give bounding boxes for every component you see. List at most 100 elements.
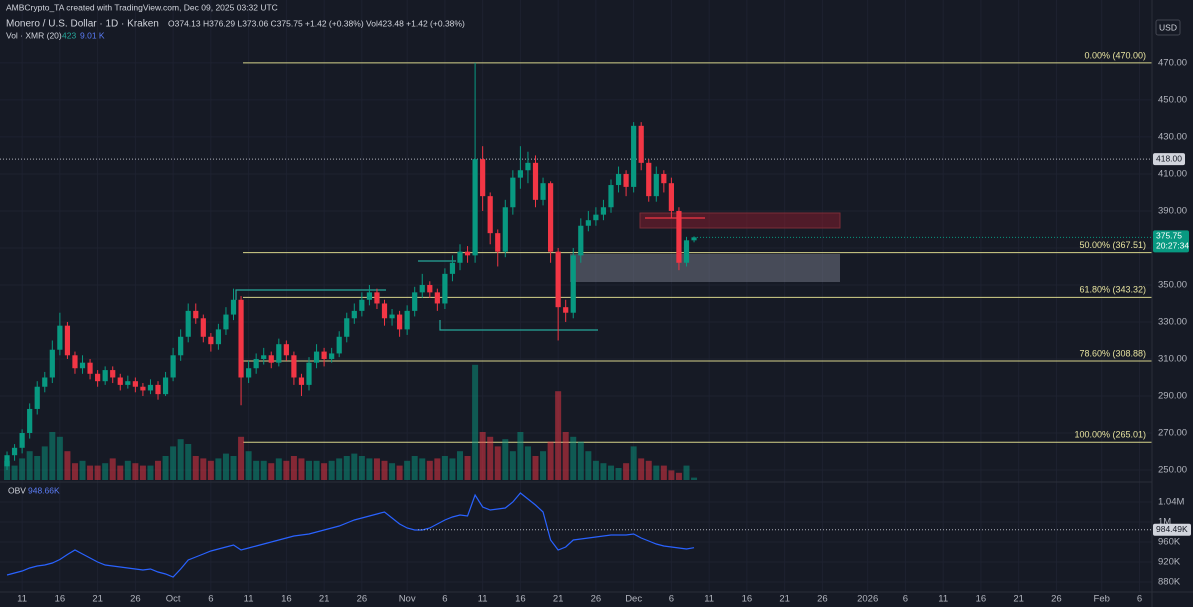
fib-label: 50.00% (367.51) (1079, 240, 1146, 250)
volume-bar (351, 453, 358, 480)
volume-bar (275, 458, 282, 480)
range-line (439, 320, 598, 331)
x-tick-label: 2026 (857, 594, 878, 605)
volume-bar (555, 391, 562, 480)
x-tick-label: 26 (591, 594, 602, 605)
candle-body (42, 377, 48, 387)
volume-average: 9.01 K (80, 30, 105, 40)
volume-bar (517, 432, 524, 480)
volume-bar (139, 465, 146, 480)
fib-label: 100.00% (265.01) (1074, 430, 1146, 440)
candle-body (525, 162, 531, 171)
credit: AMBCrypto_TA created with TradingView.co… (6, 2, 278, 12)
volume-bar (253, 460, 260, 480)
candle-body (64, 325, 71, 356)
candle-body (381, 303, 388, 319)
candle-body (464, 251, 471, 256)
candle-body (162, 377, 169, 395)
volume-bar (290, 456, 297, 480)
x-tick-label: 26 (130, 594, 141, 605)
volume-bar (132, 463, 139, 480)
volume-bar (19, 458, 26, 480)
volume-bar (155, 460, 162, 480)
volume-bar (645, 460, 652, 480)
volume-bar (600, 463, 607, 480)
candle-body (49, 349, 55, 378)
volume-bar (585, 451, 592, 480)
volume-bar (245, 451, 252, 480)
volume-bar (426, 460, 433, 480)
candle-body (268, 355, 274, 363)
currency[interactable]: USD (1159, 22, 1177, 32)
volume-bar (381, 460, 388, 480)
volume-name: Vol · XMR (20) (6, 30, 62, 40)
volume-bar (207, 460, 214, 480)
volume-bar (230, 456, 237, 480)
candle-body (366, 292, 373, 300)
volume-bar (26, 451, 33, 480)
candle-body (298, 377, 305, 385)
volume-bar (177, 439, 184, 480)
candle-body (87, 362, 93, 374)
candle-body (578, 225, 584, 256)
candle-body (434, 292, 440, 304)
volume-bar (268, 463, 275, 480)
candle-body (615, 173, 622, 186)
candle-body (185, 310, 191, 337)
obv-tick-label: 920K (1158, 557, 1181, 568)
volume-bar (87, 465, 94, 480)
candle-body (359, 299, 365, 311)
candle-body (261, 355, 267, 359)
volume-bar (343, 456, 350, 480)
currency-box[interactable] (1155, 19, 1181, 36)
candle-body (215, 329, 222, 345)
volume-bar (638, 458, 645, 480)
candle-body (397, 314, 403, 330)
candle-body (540, 183, 546, 200)
zones (235, 212, 841, 331)
candle-body (638, 125, 644, 163)
y-tick-label: 290.00 (1158, 391, 1187, 402)
volume-bar (494, 446, 501, 480)
obv-tick-label: 1M (1158, 517, 1171, 528)
candle-body (593, 214, 599, 221)
volume-bar (358, 456, 365, 480)
candle-body (351, 310, 357, 319)
volume-bar (464, 456, 471, 480)
candle-body (291, 355, 297, 378)
candle-body (691, 237, 697, 241)
volume-bar (502, 439, 509, 480)
x-tick-label: 11 (478, 594, 488, 605)
volume-bar (532, 456, 539, 480)
volume-bar (456, 451, 463, 480)
fib-label: 61.80% (343.32) (1079, 285, 1146, 295)
volume-bar (653, 465, 660, 480)
candle-body (140, 386, 146, 391)
x-tick-label: 6 (208, 594, 213, 605)
candle-body (344, 318, 350, 337)
y-tick-label: 250.00 (1158, 465, 1187, 476)
plot (0, 62, 1152, 578)
volume-bar (404, 460, 411, 480)
volume-bar (592, 460, 599, 480)
ohlc: O374.13 H376.29 L373.06 C375.75 +1.42 (+… (168, 18, 465, 28)
candle-body (563, 307, 569, 313)
candle-body (200, 318, 206, 337)
candle-body (419, 284, 425, 293)
x-tick-label: 21 (779, 594, 790, 605)
candle-body (631, 125, 637, 187)
candle-body (276, 344, 282, 363)
candle-body (457, 251, 463, 263)
volume-bar (396, 465, 403, 480)
candle-body (570, 255, 576, 313)
x-tick-label: Dec (625, 594, 642, 605)
candle-body (11, 447, 18, 456)
volume-bar (336, 458, 343, 480)
candle-body (676, 210, 682, 263)
candle-body (510, 177, 516, 208)
x-tick-label: 11 (244, 594, 254, 605)
volume-bar (660, 465, 667, 480)
symbol-title: Monero / U.S. Dollar · 1D · Kraken (6, 19, 159, 30)
candle-body (72, 355, 78, 369)
